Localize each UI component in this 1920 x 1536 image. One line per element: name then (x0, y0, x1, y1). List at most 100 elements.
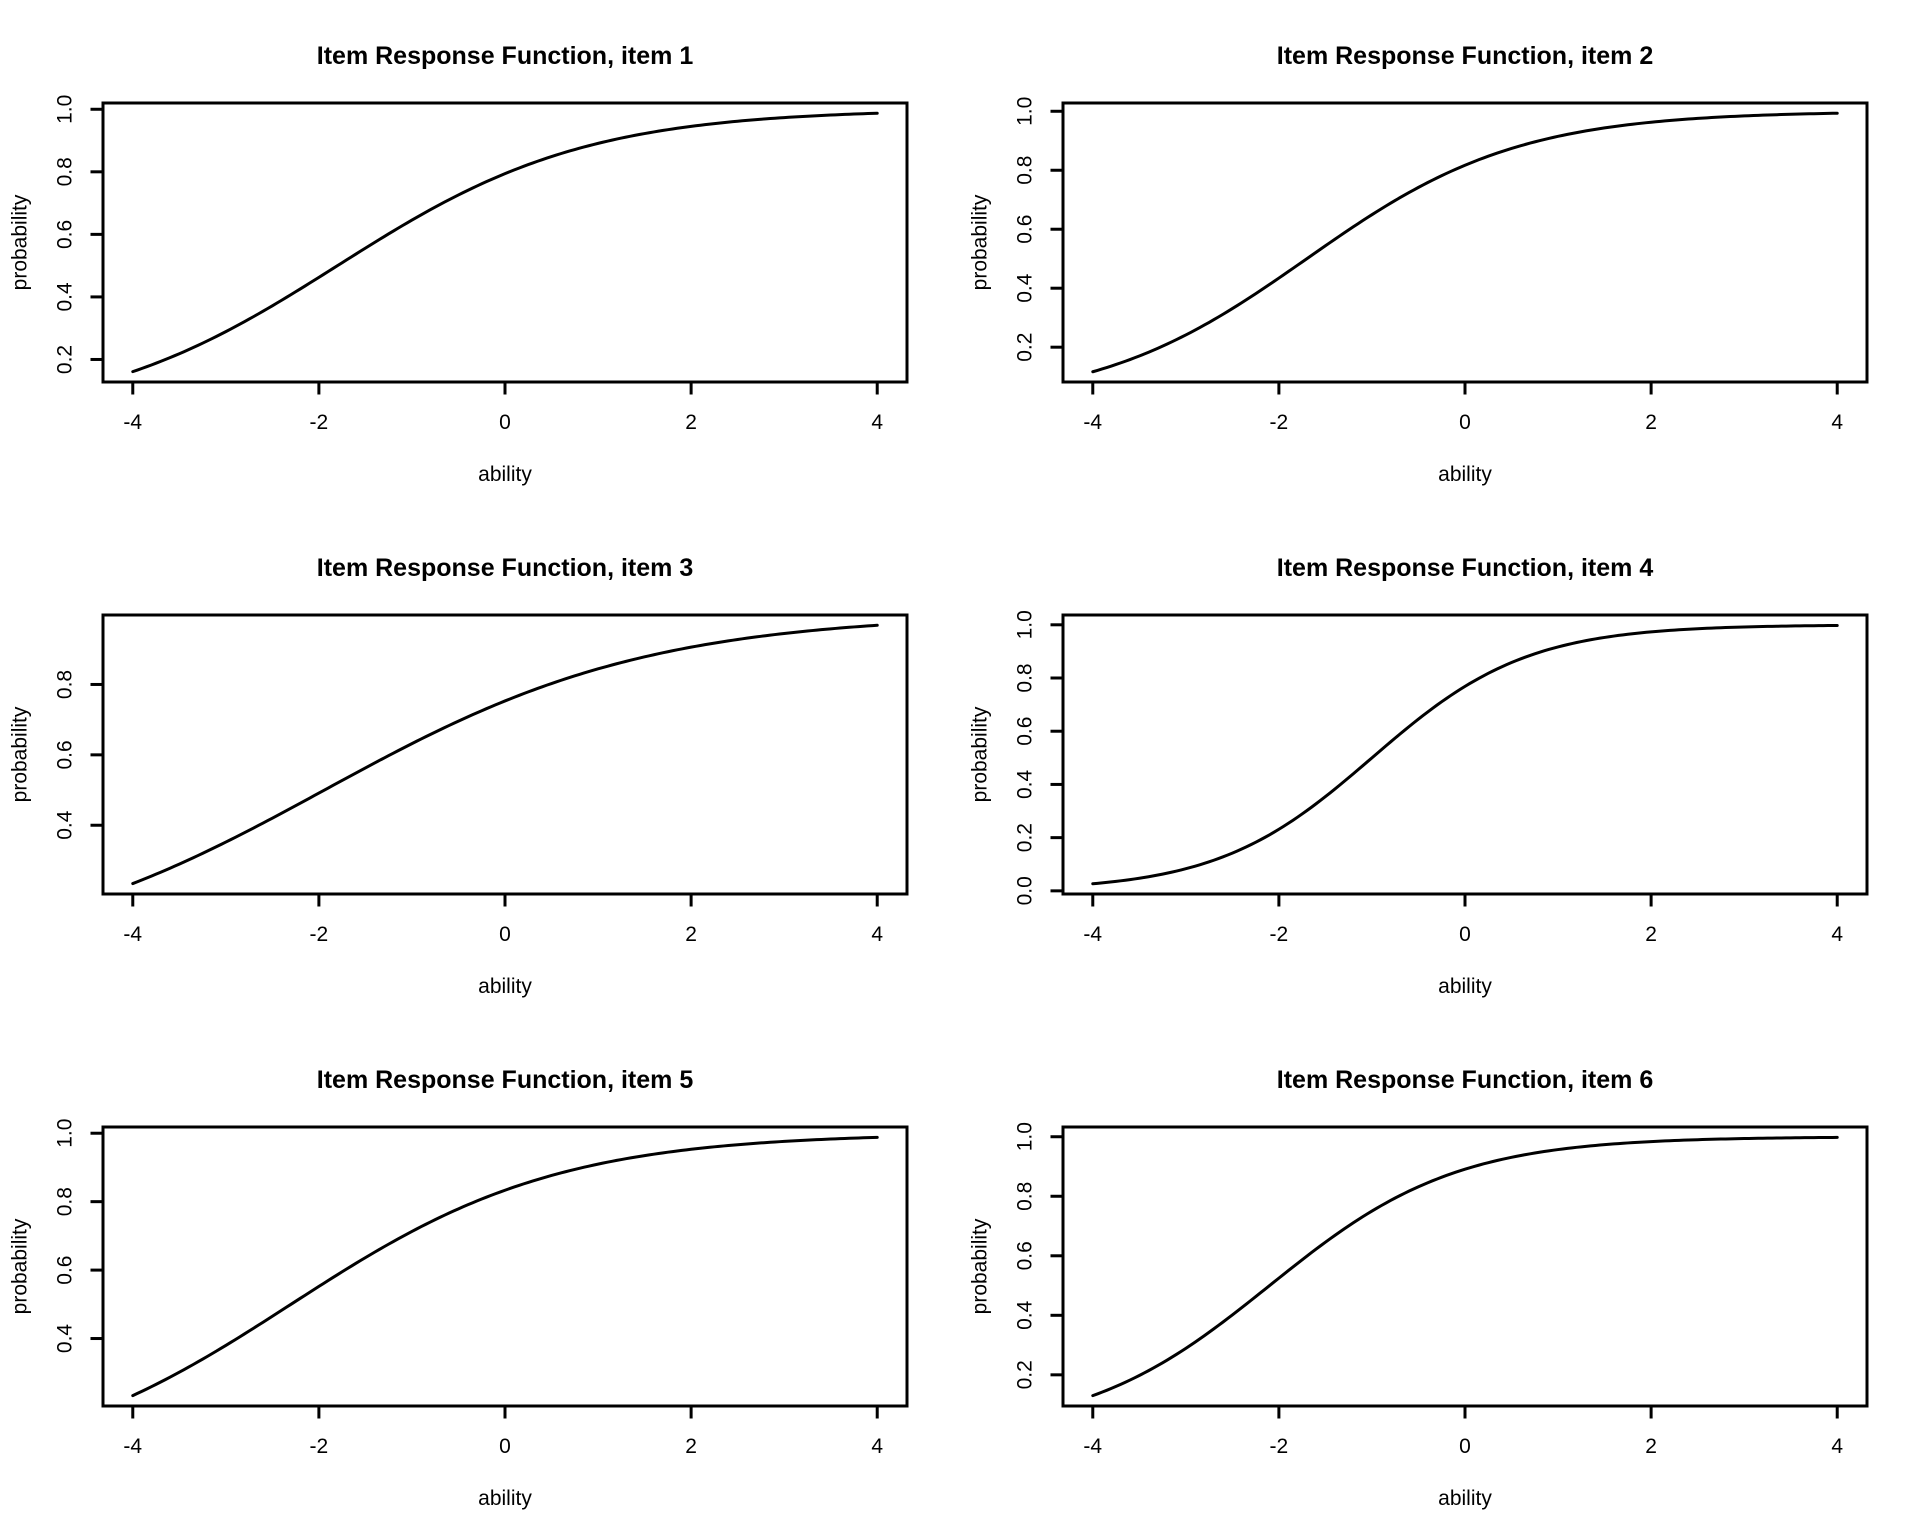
x-tick-label: 0 (499, 923, 511, 946)
x-axis-label: ability (478, 1487, 532, 1510)
y-tick-label: 0.4 (54, 810, 77, 840)
y-tick-label: 1.0 (1014, 1122, 1037, 1151)
y-axis-label: probability (9, 706, 32, 802)
x-axis-label: ability (1438, 463, 1492, 486)
y-tick-label: 0.8 (1014, 156, 1037, 185)
x-tick-label: 4 (1831, 1435, 1843, 1458)
irf-panel-6: -4 -2 0 2 4 0.2 0.4 0.6 0.8 1.0 Item Response Func… (960, 1024, 1920, 1536)
x-tick-label: 2 (1645, 411, 1657, 434)
irf-curve (131, 1135, 879, 1398)
irf-curve (131, 111, 879, 374)
y-tick-label: 0.6 (54, 220, 77, 249)
x-tick-label: 2 (685, 923, 697, 946)
x-tick-label: -4 (1083, 1435, 1102, 1458)
x-tick-label: 4 (1831, 923, 1843, 946)
x-tick-label: -4 (123, 1435, 142, 1458)
y-axis-label: probability (969, 1218, 992, 1314)
irf-chart-1: -4 -2 0 2 4 0.2 0.4 0.6 0.8 1.0 Item Response Func… (9, 42, 909, 486)
plot-title: Item Response Function, item 3 (317, 554, 693, 582)
y-tick-label: 0.6 (54, 1255, 77, 1284)
x-tick-label: -2 (1270, 923, 1289, 946)
x-tick-label: 0 (499, 411, 511, 434)
y-tick-label: 0.8 (54, 670, 77, 699)
y-tick-label: 0.8 (54, 1187, 77, 1216)
irf-curve (1091, 1135, 1839, 1398)
irf-chart-3: -4 -2 0 2 4 0.4 0.6 0.8 Item Response Function, … (9, 554, 909, 998)
y-axis-label: probability (9, 194, 32, 290)
y-tick-label: 1.0 (1014, 97, 1037, 126)
y-tick-label: 1.0 (54, 95, 77, 124)
irf-curve (1091, 111, 1839, 374)
y-tick-label: 0.2 (1014, 333, 1037, 362)
x-tick-label: -2 (310, 411, 329, 434)
y-tick-label: 0.6 (1014, 717, 1037, 746)
x-tick-label: 4 (871, 411, 883, 434)
x-tick-label: 0 (1459, 1435, 1471, 1458)
x-tick-label: -2 (310, 1435, 329, 1458)
x-axis-label: ability (478, 975, 532, 998)
irf-curve (1091, 623, 1839, 886)
plot-title: Item Response Function, item 6 (1277, 1066, 1653, 1094)
y-tick-label: 0.6 (1014, 215, 1037, 244)
plot-box (101, 613, 909, 896)
x-axis-label: ability (1438, 1487, 1492, 1510)
irf-panel-5: -4 -2 0 2 4 0.4 0.6 0.8 1.0 Item Response Functio… (0, 1024, 960, 1536)
x-tick-label: -4 (123, 411, 142, 434)
plot-title: Item Response Function, item 4 (1277, 554, 1654, 582)
x-tick-label: 0 (1459, 923, 1471, 946)
y-tick-label: 0.6 (1014, 1241, 1037, 1270)
irf-curve (131, 623, 879, 886)
irf-chart-2: -4 -2 0 2 4 0.2 0.4 0.6 0.8 1.0 Item Response Func… (969, 42, 1869, 486)
plot-box (1061, 101, 1869, 384)
irf-chart-4: -4 -2 0 2 4 0.0 0.2 0.4 0.6 0.8 1.0 Item Response F… (969, 554, 1869, 998)
y-tick-label: 0.8 (1014, 1182, 1037, 1211)
x-tick-label: 2 (1645, 923, 1657, 946)
y-tick-label: 0.4 (1014, 273, 1037, 303)
x-axis-label: ability (478, 463, 532, 486)
x-tick-label: 2 (1645, 1435, 1657, 1458)
y-tick-label: 0.4 (1014, 769, 1037, 799)
y-tick-label: 0.4 (54, 1324, 77, 1354)
plot-title: Item Response Function, item 1 (317, 42, 694, 70)
plot-title: Item Response Function, item 2 (1277, 42, 1653, 70)
y-axis-label: probability (969, 706, 992, 802)
y-tick-label: 1.0 (54, 1119, 77, 1148)
x-tick-label: 0 (499, 1435, 511, 1458)
plot-title: Item Response Function, item 5 (317, 1066, 694, 1094)
y-tick-label: 0.2 (54, 345, 77, 374)
y-tick-label: 0.4 (54, 282, 77, 312)
irf-panel-4: -4 -2 0 2 4 0.0 0.2 0.4 0.6 0.8 1.0 Item Response F… (960, 512, 1920, 1024)
x-tick-label: 0 (1459, 411, 1471, 434)
y-tick-label: 0.2 (1014, 1360, 1037, 1389)
y-tick-label: 0.4 (1014, 1300, 1037, 1330)
x-tick-label: -2 (1270, 1435, 1289, 1458)
y-tick-label: 0.2 (1014, 823, 1037, 852)
x-tick-label: -2 (310, 923, 329, 946)
irf-panel-1: -4 -2 0 2 4 0.2 0.4 0.6 0.8 1.0 Item Response Func… (0, 0, 960, 512)
y-tick-label: 0.6 (53, 740, 76, 769)
x-tick-label: 4 (871, 1435, 883, 1458)
irf-panel-2: -4 -2 0 2 4 0.2 0.4 0.6 0.8 1.0 Item Response Func… (960, 0, 1920, 512)
x-tick-label: 4 (1831, 411, 1843, 434)
x-tick-label: -2 (1270, 411, 1289, 434)
x-tick-label: -4 (1083, 923, 1102, 946)
x-axis-label: ability (1438, 975, 1492, 998)
y-tick-label: 0.0 (1014, 876, 1037, 905)
y-axis-label: probability (969, 194, 992, 290)
irf-panel-3: -4 -2 0 2 4 0.4 0.6 0.8 Item Response Function, … (0, 512, 960, 1024)
x-tick-label: 4 (871, 923, 883, 946)
y-axis-label: probability (9, 1218, 32, 1314)
y-tick-label: 0.8 (54, 157, 77, 186)
y-tick-label: 1.0 (1014, 610, 1037, 639)
y-tick-label: 0.8 (1014, 663, 1037, 692)
irf-chart-6: -4 -2 0 2 4 0.2 0.4 0.6 0.8 1.0 Item Response Func… (969, 1066, 1869, 1510)
x-tick-label: 2 (685, 411, 697, 434)
plot-box (1061, 613, 1869, 896)
x-tick-label: -4 (123, 923, 142, 946)
x-tick-label: -4 (1083, 411, 1102, 434)
plot-box (101, 101, 909, 384)
plot-box (101, 1125, 909, 1408)
x-tick-label: 2 (685, 1435, 697, 1458)
irf-chart-5: -4 -2 0 2 4 0.4 0.6 0.8 1.0 Item Response Functio… (9, 1066, 909, 1510)
